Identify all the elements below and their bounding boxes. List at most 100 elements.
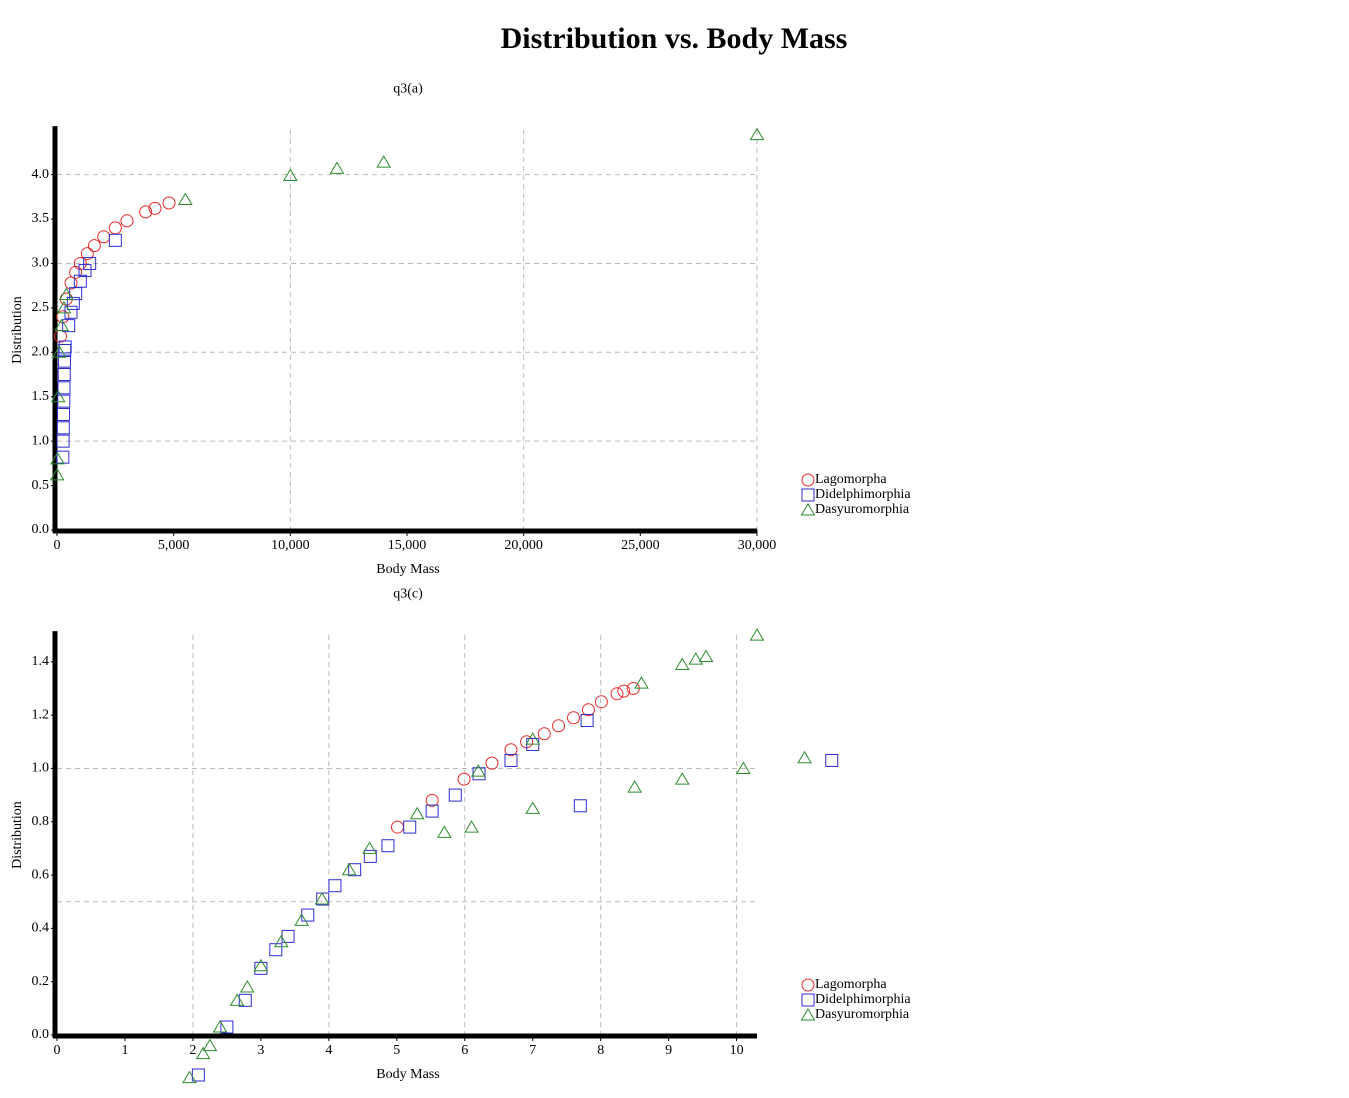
point [448, 788, 462, 802]
point [328, 879, 342, 893]
point [329, 161, 345, 174]
point [64, 305, 78, 319]
point [485, 756, 499, 770]
point [749, 628, 765, 641]
point [182, 1070, 197, 1084]
point [64, 276, 78, 290]
legend-marker [800, 1008, 816, 1021]
point [552, 719, 566, 733]
y-axis-label: Distribution [10, 296, 25, 364]
point [457, 772, 471, 786]
legend-label: Dasyuromorphia [815, 502, 910, 517]
point [376, 155, 392, 168]
x-tick-label: 10 [730, 1043, 744, 1058]
point [56, 434, 70, 448]
point [464, 820, 479, 833]
x-tick-label: 8 [597, 1043, 604, 1058]
x-tick-label: 0 [54, 1043, 61, 1058]
point [78, 264, 92, 278]
point [573, 799, 587, 813]
legend-marker [801, 473, 815, 487]
point [50, 451, 65, 465]
legend-marker [800, 503, 816, 516]
y-tick-label: 1.2 [32, 707, 50, 722]
point [409, 806, 425, 820]
point [191, 1068, 205, 1082]
point [57, 407, 71, 421]
point [162, 196, 176, 210]
point [148, 201, 162, 215]
point [634, 676, 649, 689]
x-tick-label: 5,000 [158, 538, 190, 553]
point [674, 772, 690, 785]
x-tick-label: 30,000 [738, 538, 777, 553]
subtitle: q3(c) [393, 586, 423, 601]
y-tick-label: 3.0 [32, 256, 50, 271]
y-tick-label: 0.0 [32, 522, 50, 537]
y-tick-label: 3.5 [32, 211, 50, 226]
point [581, 703, 595, 717]
point [57, 368, 71, 382]
y-tick-label: 2.5 [32, 300, 50, 315]
point [239, 980, 255, 993]
point [177, 192, 193, 205]
x-axis-label: Body Mass [376, 1067, 439, 1082]
point [97, 230, 111, 244]
point [294, 913, 310, 926]
point [56, 300, 72, 314]
y-tick-label: 0.2 [32, 974, 50, 989]
point [797, 750, 812, 764]
point [381, 839, 395, 853]
point [253, 958, 269, 972]
y-tick-label: 1.5 [32, 389, 50, 404]
point [229, 993, 245, 1006]
point [316, 892, 330, 906]
point [69, 265, 83, 279]
y-tick-label: 0.6 [32, 867, 50, 882]
legend-label: Didelphimorphia [815, 992, 911, 1007]
x-tick-label: 6 [461, 1043, 468, 1058]
point [362, 841, 377, 854]
x-tick-label: 1 [121, 1043, 128, 1058]
y-tick-label: 0.0 [32, 1027, 50, 1042]
point [56, 421, 70, 435]
y-tick-label: 0.8 [32, 814, 50, 829]
point [525, 801, 541, 814]
point [220, 1020, 234, 1034]
y-tick-label: 1.0 [32, 761, 50, 776]
y-tick-label: 2.0 [32, 345, 50, 360]
y-tick-label: 0.5 [32, 478, 50, 493]
legend-marker [801, 993, 815, 1007]
x-tick-label: 0 [54, 538, 61, 553]
point [617, 684, 631, 698]
point [120, 214, 134, 228]
point [57, 381, 71, 395]
point [525, 732, 541, 745]
point [57, 394, 71, 408]
point [269, 943, 283, 957]
legend-marker [801, 488, 815, 502]
legend-marker [801, 978, 815, 992]
x-tick-label: 5 [393, 1043, 400, 1058]
point [62, 319, 76, 333]
point [504, 753, 518, 767]
point [580, 713, 594, 727]
point [610, 687, 624, 701]
point [56, 450, 70, 464]
point [87, 239, 101, 253]
point [736, 761, 751, 774]
point [688, 652, 704, 665]
point [390, 820, 404, 834]
point [425, 793, 439, 807]
legend-label: Lagomorpha [815, 472, 887, 487]
page-title: Distribution vs. Body Mass [501, 22, 848, 55]
point [238, 993, 252, 1007]
point [108, 221, 122, 235]
point [51, 345, 67, 358]
point [273, 934, 289, 948]
x-tick-label: 3 [257, 1043, 264, 1058]
point [66, 296, 80, 310]
x-tick-label: 20,000 [504, 538, 543, 553]
x-tick-label: 4 [325, 1043, 332, 1058]
